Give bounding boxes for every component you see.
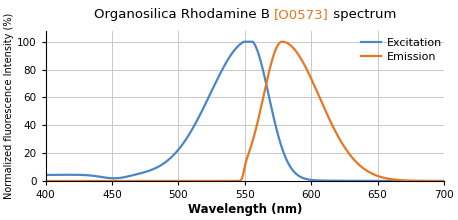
Legend: Excitation, Emission: Excitation, Emission (357, 33, 447, 66)
X-axis label: Wavelength (nm): Wavelength (nm) (188, 203, 302, 216)
Text: spectrum: spectrum (329, 8, 396, 21)
Text: [O0573]: [O0573] (274, 8, 329, 21)
Text: Organosilica Rhodamine B: Organosilica Rhodamine B (93, 8, 274, 21)
Y-axis label: Normalized fluorescence Intensity (%): Normalized fluorescence Intensity (%) (4, 13, 14, 199)
